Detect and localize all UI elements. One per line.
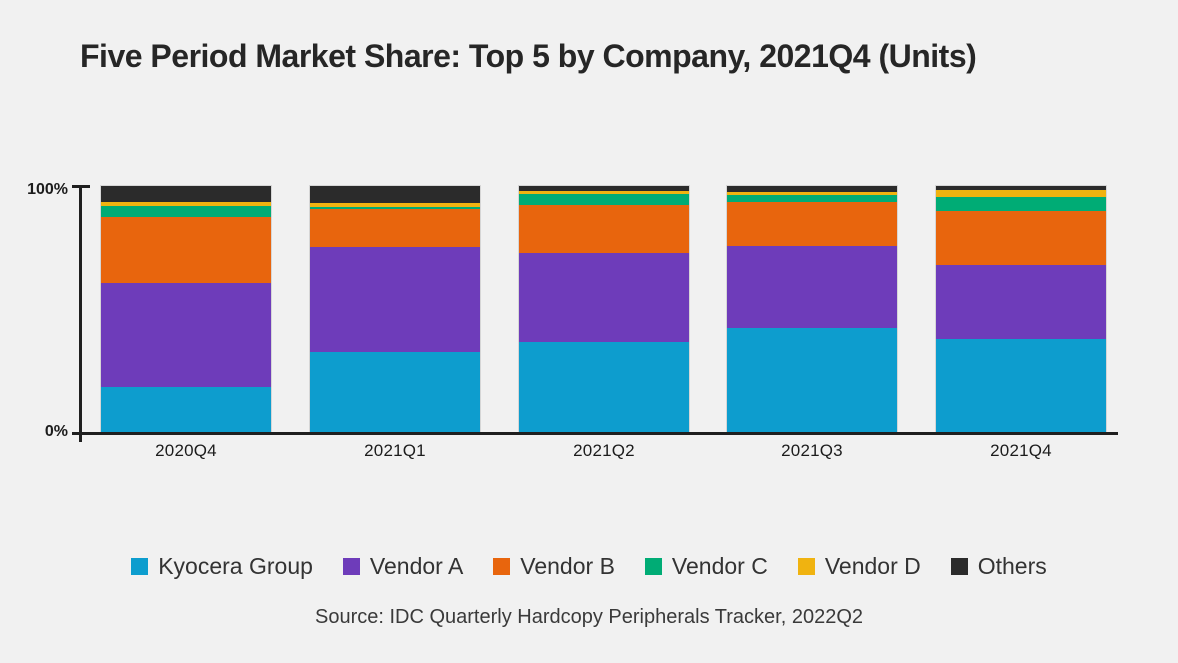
x-axis-line (78, 432, 1118, 435)
bar-segment-vendor-b (936, 210, 1106, 265)
legend-label: Kyocera Group (158, 553, 313, 579)
x-axis-label-2021q1: 2021Q1 (364, 441, 426, 460)
bar-segment-vendor-c (936, 197, 1106, 211)
bar-segment-vendor-a (727, 245, 897, 329)
x-axis-label-2021q2: 2021Q2 (573, 441, 635, 460)
legend-item-vendor-c: Vendor C (644, 553, 768, 580)
source-text: Source: IDC Quarterly Hardcopy Periphera… (314, 606, 864, 628)
bar-segment-vendor-b (310, 209, 480, 248)
bar-segment-vendor-b (727, 201, 897, 246)
legend-swatch-icon (493, 558, 511, 575)
bars-container (100, 185, 1111, 434)
bar-segment-vendor-d (519, 191, 689, 195)
legend-label: Others (977, 553, 1047, 579)
bar-segment-vendor-c (101, 206, 271, 218)
bar-segment-vendor-a (936, 265, 1106, 340)
stacked-bar-2020q4 (100, 185, 272, 434)
y-axis-line (79, 185, 82, 442)
bar-segment-vendor-b (101, 217, 271, 284)
bar-segment-kyocera-group (936, 339, 1106, 433)
bar-segment-kyocera-group (519, 342, 689, 433)
bar-segment-others (727, 186, 897, 193)
legend-item-kyocera-group: Kyocera Group (131, 553, 313, 580)
x-axis-label-2021q4: 2021Q4 (990, 441, 1052, 460)
legend-swatch-icon (342, 558, 360, 575)
x-axis-labels: 2020Q4 2021Q1 2021Q2 2021Q3 2021Q4 (101, 441, 1111, 465)
legend-item-vendor-d: Vendor D (797, 553, 921, 580)
legend-item-others: Others (950, 553, 1047, 580)
bar-segment-kyocera-group (727, 328, 897, 433)
legend: Kyocera Group Vendor A Vendor B Vendor C Ven… (0, 553, 1178, 580)
bar-segment-vendor-a (101, 283, 271, 388)
x-axis-label-2020q4: 2020Q4 (155, 441, 217, 460)
y-axis-label-100: 100% (27, 181, 68, 198)
bar-segment-others (936, 186, 1106, 190)
x-axis-label-2021q3: 2021Q3 (781, 441, 843, 460)
bar-segment-vendor-c (727, 194, 897, 202)
bar-segment-vendor-d (310, 202, 480, 208)
legend-item-vendor-b: Vendor B (493, 553, 615, 580)
y-tick-100 (72, 185, 90, 188)
legend-label: Vendor B (520, 553, 615, 579)
stacked-bar-2021q2 (518, 185, 690, 434)
bar-segment-others (101, 186, 271, 203)
legend-swatch-icon (797, 558, 815, 575)
chart-title: Five Period Market Share: Top 5 by Compa… (80, 38, 977, 74)
legend-label: Vendor C (671, 553, 768, 579)
legend-swatch-icon (950, 558, 968, 575)
bar-segment-kyocera-group (310, 352, 480, 433)
bar-segment-others (310, 186, 480, 203)
bar-segment-vendor-d (727, 192, 897, 195)
bar-segment-others (519, 186, 689, 192)
bar-segment-vendor-d (936, 189, 1106, 198)
legend-swatch-icon (131, 558, 149, 575)
bar-segment-vendor-b (519, 204, 689, 254)
bar-segment-vendor-a (310, 247, 480, 353)
stacked-bar-2021q1 (309, 185, 481, 434)
bar-segment-vendor-c (519, 194, 689, 205)
bar-segment-kyocera-group (101, 387, 271, 433)
y-axis-label-0: 0% (44, 423, 68, 440)
legend-label: Vendor D (824, 553, 921, 579)
stacked-bar-2021q4 (935, 185, 1107, 434)
legend-item-vendor-a: Vendor A (342, 553, 464, 580)
bar-segment-vendor-c (310, 207, 480, 210)
stacked-bar-2021q3 (726, 185, 898, 434)
bar-segment-vendor-d (101, 202, 271, 206)
bar-segment-vendor-a (519, 253, 689, 343)
legend-swatch-icon (644, 558, 662, 575)
legend-label: Vendor A (369, 553, 464, 579)
